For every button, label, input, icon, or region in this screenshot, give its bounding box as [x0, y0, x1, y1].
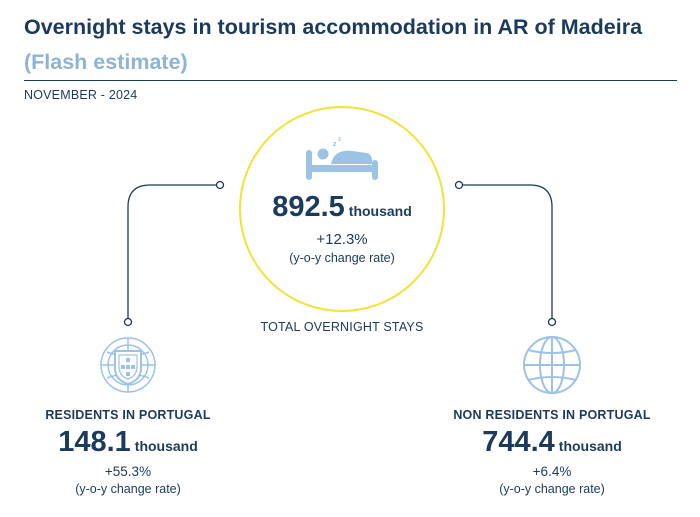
residents-change: +55.3% [104, 464, 152, 479]
non-residents-change-note: (y-o-y change rate) [499, 482, 605, 496]
residents-value: 148.1 [58, 426, 131, 458]
total-value-line: 892.5 thousand [242, 190, 442, 228]
left-connector-line [127, 184, 220, 322]
left-connector-dot-bottom [123, 317, 133, 327]
total-label: TOTAL OVERNIGHT STAYS [260, 320, 424, 334]
total-unit: thousand [348, 203, 412, 219]
bed-icon: z z [306, 137, 378, 180]
total-change-note: (y-o-y change rate) [289, 251, 395, 265]
residents-unit: thousand [134, 438, 198, 454]
residents-change-note: (y-o-y change rate) [75, 482, 181, 496]
page-title: Overnight stays in tourism accommodation… [24, 15, 643, 39]
non-residents-block: NON RESIDENTS IN PORTUGAL 744.4 thousand … [432, 407, 672, 497]
non-residents-label: NON RESIDENTS IN PORTUGAL [453, 408, 651, 422]
globe-icon [523, 336, 581, 394]
total-block: 892.5 thousand +12.3% (y-o-y change rate) [242, 190, 442, 266]
svg-text:z: z [338, 137, 341, 143]
non-residents-unit: thousand [558, 438, 622, 454]
page-subtitle: (Flash estimate) [24, 50, 188, 74]
non-residents-value: 744.4 [482, 426, 555, 458]
total-change: +12.3% [316, 231, 368, 248]
portugal-coat-of-arms-icon [100, 337, 156, 393]
residents-label: RESIDENTS IN PORTUGAL [45, 408, 211, 422]
residents-block: RESIDENTS IN PORTUGAL 148.1 thousand +55.… [8, 407, 248, 497]
right-connector-dot-top [454, 180, 464, 190]
svg-text:z: z [333, 141, 337, 148]
right-connector-line [459, 184, 553, 322]
non-residents-change: +6.4% [532, 464, 572, 479]
reference-period: NOVEMBER - 2024 [24, 88, 138, 102]
left-connector-dot-top [215, 180, 225, 190]
residents-value-line: 148.1 thousand [8, 425, 248, 463]
right-connector-dot-bottom [547, 317, 557, 327]
total-value: 892.5 [272, 191, 345, 223]
title-divider [24, 80, 677, 81]
non-residents-value-line: 744.4 thousand [432, 425, 672, 463]
total-circle [239, 106, 445, 312]
